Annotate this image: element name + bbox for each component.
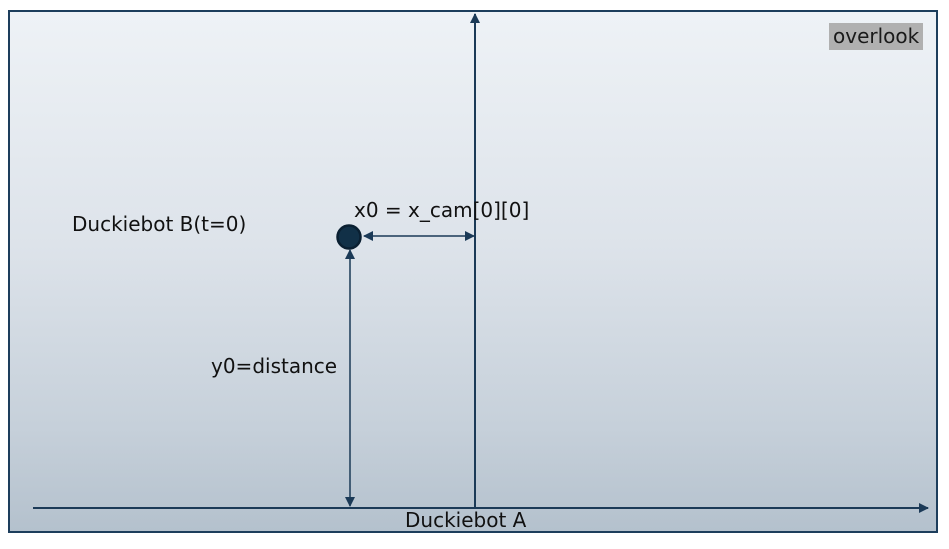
x0-label: x0 = x_cam[0][0]: [354, 198, 530, 222]
view-label: overlook: [829, 23, 924, 50]
duckiebot-b-marker: [336, 224, 362, 250]
diagram-panel: [8, 10, 938, 533]
duckiebot-a-label: Duckiebot A: [405, 508, 527, 532]
duckiebot-b-label: Duckiebot B(t=0): [72, 212, 247, 236]
y0-label: y0=distance: [211, 354, 338, 378]
